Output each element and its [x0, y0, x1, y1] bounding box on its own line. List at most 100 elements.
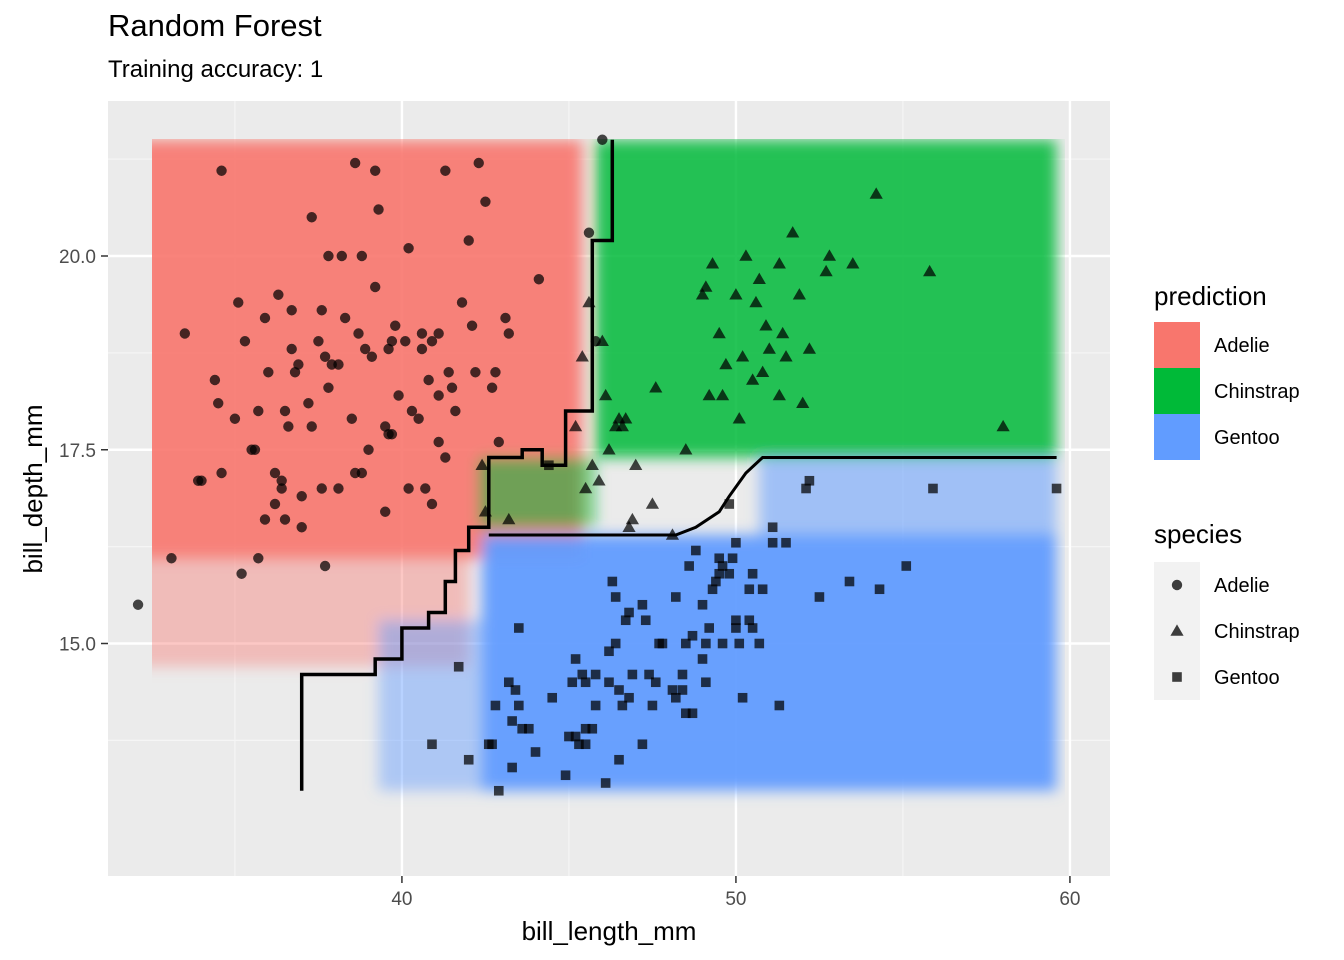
data-point-gentoo — [624, 692, 634, 703]
data-point-gentoo — [580, 723, 591, 734]
data-point-gentoo — [530, 747, 541, 757]
data-point-adelie — [316, 483, 327, 494]
data-point-chinstrap — [779, 350, 793, 362]
data-point-chinstrap — [579, 481, 593, 494]
data-point-gentoo — [510, 685, 521, 695]
data-point-adelie — [276, 475, 287, 486]
x-tick-label: 60 — [1059, 889, 1080, 910]
data-point-gentoo — [874, 584, 885, 595]
data-point-chinstrap — [569, 419, 583, 432]
data-point-adelie — [213, 398, 224, 409]
data-point-adelie — [293, 359, 304, 370]
data-point-gentoo — [514, 700, 524, 711]
data-point-adelie — [339, 312, 351, 324]
data-point-adelie — [216, 467, 227, 479]
data-point-adelie — [269, 498, 281, 510]
boundary-adelie — [299, 139, 615, 791]
data-point-gentoo — [767, 537, 778, 548]
data-point-gentoo — [754, 638, 765, 649]
data-point-chinstrap — [802, 342, 816, 354]
legend-species: species Adelie Chinstrap Gentoo — [1154, 519, 1300, 700]
data-point-chinstrap — [649, 381, 663, 393]
data-point-adelie — [463, 235, 474, 246]
data-point-adelie — [296, 491, 307, 502]
data-point-adelie — [373, 204, 384, 215]
data-point-adelie — [440, 452, 451, 463]
prediction-region-chinstrap — [595, 139, 1057, 458]
data-point-gentoo — [928, 483, 938, 494]
data-point-adelie — [416, 343, 428, 355]
data-point-chinstrap — [786, 226, 800, 238]
data-point-gentoo — [757, 584, 768, 595]
data-point-adelie — [370, 165, 381, 176]
data-point-gentoo — [704, 623, 714, 633]
data-point-chinstrap — [772, 388, 786, 401]
data-point-adelie — [386, 336, 398, 347]
data-point-gentoo — [701, 677, 711, 688]
data-point-gentoo — [724, 568, 735, 579]
data-point-adelie — [406, 405, 418, 417]
data-point-adelie — [239, 336, 251, 347]
data-point-gentoo — [620, 615, 631, 626]
legend-key-adelie — [1154, 322, 1200, 368]
data-points — [132, 134, 1062, 796]
data-point-adelie — [400, 336, 411, 347]
data-point-gentoo — [600, 778, 611, 788]
data-point-adelie — [132, 599, 144, 610]
y-tick-label: 20.0 — [59, 247, 96, 268]
data-point-gentoo — [747, 568, 758, 579]
data-point-gentoo — [687, 708, 698, 719]
data-point-gentoo — [504, 677, 514, 688]
data-point-chinstrap — [595, 334, 609, 347]
data-point-gentoo — [610, 638, 621, 649]
data-point-chinstrap — [819, 264, 833, 277]
data-point-gentoo — [577, 669, 588, 680]
data-point-adelie — [413, 413, 424, 424]
data-point-adelie — [279, 405, 291, 417]
data-point-gentoo — [637, 739, 648, 750]
data-point-gentoo — [671, 592, 681, 602]
data-point-gentoo — [570, 654, 581, 664]
data-point-chinstrap — [695, 288, 710, 300]
data-point-gentoo — [580, 739, 591, 750]
data-point-gentoo — [487, 739, 497, 750]
data-point-gentoo — [427, 739, 437, 750]
data-point-gentoo — [731, 623, 741, 633]
data-point-gentoo — [617, 700, 628, 711]
y-tick-label: 17.5 — [59, 441, 96, 462]
data-point-chinstrap — [615, 419, 629, 432]
data-point-gentoo — [560, 770, 571, 781]
data-point-chinstrap — [746, 373, 760, 385]
data-point-chinstrap — [923, 264, 937, 277]
data-point-gentoo — [567, 677, 578, 688]
data-point-gentoo — [570, 731, 581, 742]
data-point-chinstrap — [796, 396, 810, 409]
data-point-adelie — [440, 165, 451, 176]
data-point-adelie — [303, 398, 314, 409]
data-point-adelie — [486, 382, 498, 393]
data-point-gentoo — [507, 716, 517, 726]
data-point-adelie — [263, 367, 274, 378]
legend-label-chinstrap: Chinstrap — [1214, 381, 1300, 403]
data-point-adelie — [333, 483, 344, 494]
data-point-gentoo — [624, 607, 634, 618]
data-point-adelie — [306, 421, 317, 432]
data-point-gentoo — [667, 685, 678, 695]
data-point-adelie — [319, 351, 331, 362]
legend-label-chinstrap: Chinstrap — [1214, 621, 1300, 643]
legend-label-adelie: Adelie — [1214, 335, 1270, 357]
data-point-gentoo — [804, 475, 815, 486]
data-point-adelie — [480, 196, 491, 207]
data-point-adelie — [286, 343, 297, 355]
data-point-adelie — [390, 320, 401, 331]
data-point-adelie — [433, 390, 444, 401]
data-point-adelie — [380, 421, 391, 432]
data-point-chinstrap — [846, 257, 860, 269]
data-point-adelie — [597, 134, 608, 145]
data-point-chinstrap — [822, 249, 837, 261]
data-point-adelie — [433, 328, 444, 339]
data-point-adelie — [426, 498, 438, 510]
data-point-chinstrap — [599, 388, 613, 401]
data-point-chinstrap — [792, 288, 806, 300]
data-point-gentoo — [614, 685, 624, 695]
